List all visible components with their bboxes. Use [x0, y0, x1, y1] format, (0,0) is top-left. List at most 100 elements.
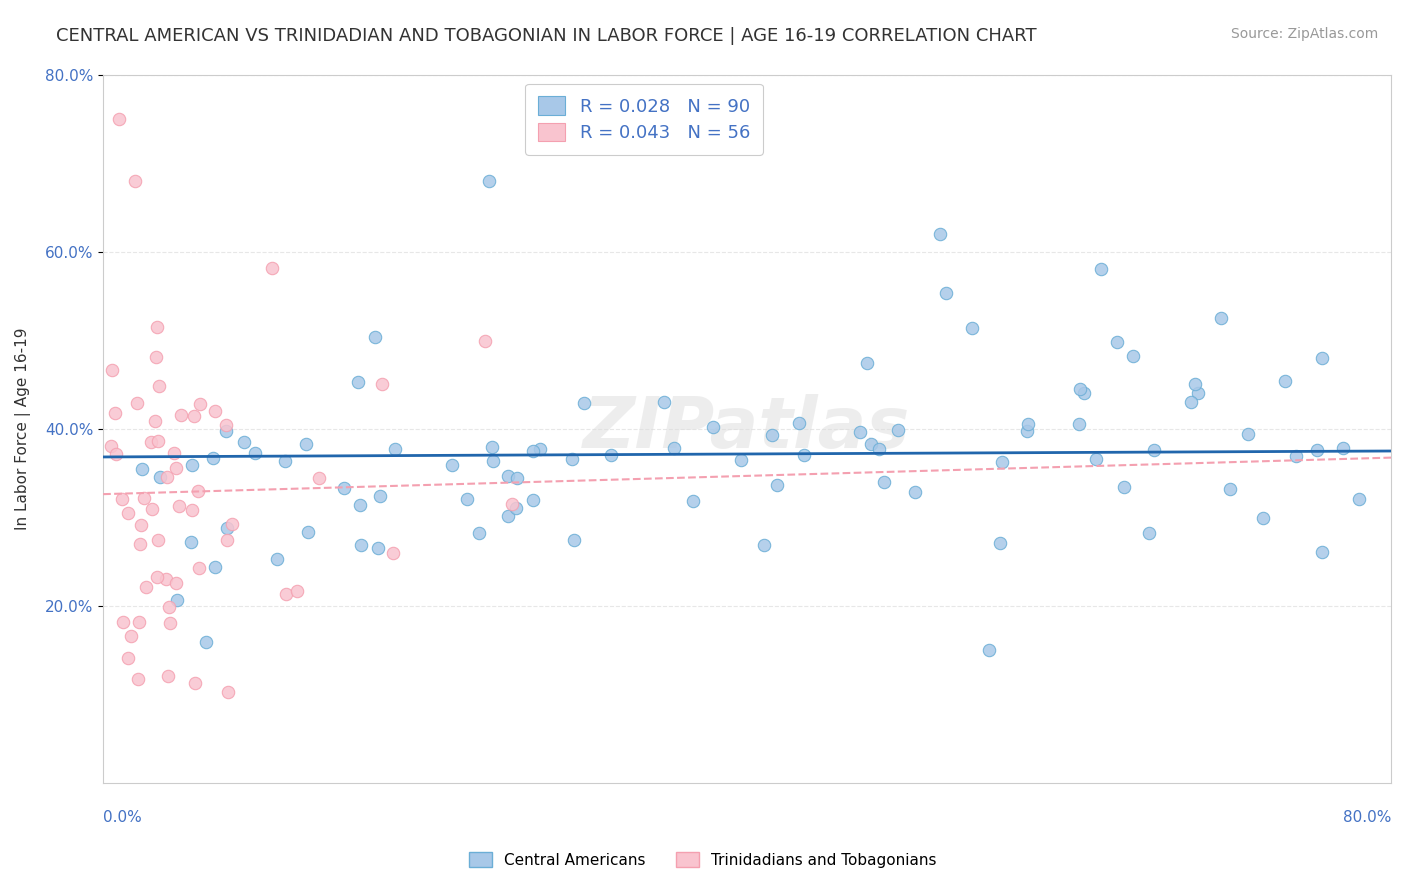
Trinidadians and Tobagonians: [111, 615, 134, 630]
Trinidadians and Tobagonians: [188, 397, 211, 411]
Central Americans: [1237, 426, 1260, 441]
Central Americans: [929, 227, 952, 241]
Trinidadians and Tobagonians: [117, 650, 139, 665]
Trinidadians and Tobagonians: [188, 561, 211, 575]
Central Americans: [562, 533, 585, 547]
Trinidadians and Tobagonians: [184, 675, 207, 690]
Central Americans: [935, 286, 957, 301]
Text: 0.0%: 0.0%: [103, 810, 142, 824]
Trinidadians and Tobagonians: [117, 506, 139, 520]
Central Americans: [180, 535, 202, 549]
Trinidadians and Tobagonians: [371, 376, 394, 391]
Trinidadians and Tobagonians: [141, 501, 163, 516]
Central Americans: [599, 448, 621, 462]
Central Americans: [505, 471, 527, 485]
Central Americans: [787, 417, 810, 431]
Trinidadians and Tobagonians: [159, 615, 181, 630]
Central Americans: [1069, 383, 1091, 397]
Central Americans: [873, 475, 896, 489]
Central Americans: [204, 560, 226, 574]
Trinidadians and Tobagonians: [156, 470, 179, 484]
Central Americans: [131, 462, 153, 476]
Trinidadians and Tobagonians: [165, 576, 187, 591]
Trinidadians and Tobagonians: [100, 439, 122, 453]
Central Americans: [1310, 351, 1333, 365]
Trinidadians and Tobagonians: [143, 414, 166, 428]
Central Americans: [1306, 443, 1329, 458]
Central Americans: [232, 435, 254, 450]
Legend: Central Americans, Trinidadians and Tobagonians: Central Americans, Trinidadians and Toba…: [461, 844, 945, 875]
Trinidadians and Tobagonians: [187, 484, 209, 499]
Central Americans: [496, 509, 519, 524]
Trinidadians and Tobagonians: [167, 500, 190, 514]
Central Americans: [1017, 424, 1039, 438]
Central Americans: [754, 538, 776, 552]
Central Americans: [297, 525, 319, 540]
Central Americans: [202, 451, 225, 466]
Central Americans: [1105, 334, 1128, 349]
Central Americans: [195, 635, 218, 649]
Central Americans: [367, 541, 389, 556]
Trinidadians and Tobagonians: [215, 418, 238, 433]
Trinidadians and Tobagonians: [183, 409, 205, 423]
Central Americans: [652, 395, 675, 409]
Central Americans: [456, 492, 478, 507]
Trinidadians and Tobagonians: [308, 471, 330, 485]
Central Americans: [468, 526, 491, 541]
Central Americans: [1067, 417, 1090, 431]
Legend: R = 0.028   N = 90, R = 0.043   N = 56: R = 0.028 N = 90, R = 0.043 N = 56: [526, 84, 762, 154]
Central Americans: [1084, 452, 1107, 467]
Central Americans: [481, 440, 503, 454]
Central Americans: [1187, 386, 1209, 401]
Trinidadians and Tobagonians: [155, 573, 177, 587]
Central Americans: [1090, 262, 1112, 277]
Trinidadians and Tobagonians: [108, 112, 131, 126]
Trinidadians and Tobagonians: [381, 545, 404, 559]
Trinidadians and Tobagonians: [146, 533, 169, 547]
Central Americans: [761, 428, 783, 442]
Central Americans: [1017, 417, 1039, 431]
Central Americans: [859, 437, 882, 451]
Trinidadians and Tobagonians: [128, 615, 150, 629]
Central Americans: [977, 643, 1000, 657]
Trinidadians and Tobagonians: [124, 174, 146, 188]
Central Americans: [793, 448, 815, 462]
Trinidadians and Tobagonians: [217, 684, 239, 698]
Trinidadians and Tobagonians: [120, 629, 142, 643]
Central Americans: [1251, 511, 1274, 525]
Central Americans: [561, 452, 583, 467]
Central Americans: [662, 441, 685, 455]
Trinidadians and Tobagonians: [104, 406, 127, 420]
Central Americans: [572, 395, 595, 409]
Central Americans: [505, 500, 527, 515]
Central Americans: [346, 375, 368, 389]
Central Americans: [1143, 442, 1166, 457]
Central Americans: [215, 424, 238, 438]
Central Americans: [962, 321, 984, 335]
Y-axis label: In Labor Force | Age 16-19: In Labor Force | Age 16-19: [15, 327, 31, 530]
Trinidadians and Tobagonians: [262, 261, 284, 276]
Central Americans: [887, 423, 910, 437]
Central Americans: [682, 494, 704, 508]
Central Americans: [856, 356, 879, 370]
Trinidadians and Tobagonians: [156, 669, 179, 683]
Central Americans: [849, 425, 872, 439]
Trinidadians and Tobagonians: [148, 379, 170, 393]
Central Americans: [273, 453, 295, 467]
Central Americans: [243, 446, 266, 460]
Central Americans: [1184, 376, 1206, 391]
Central Americans: [1347, 492, 1369, 507]
Trinidadians and Tobagonians: [135, 581, 157, 595]
Central Americans: [1219, 482, 1241, 496]
Text: ZIPatlas: ZIPatlas: [583, 394, 911, 463]
Central Americans: [333, 481, 356, 495]
Central Americans: [522, 493, 544, 508]
Central Americans: [529, 442, 551, 457]
Trinidadians and Tobagonians: [146, 434, 169, 448]
Central Americans: [478, 174, 501, 188]
Trinidadians and Tobagonians: [169, 408, 191, 422]
Text: Source: ZipAtlas.com: Source: ZipAtlas.com: [1230, 27, 1378, 41]
Central Americans: [1114, 480, 1136, 494]
Central Americans: [295, 436, 318, 450]
Trinidadians and Tobagonians: [501, 497, 523, 511]
